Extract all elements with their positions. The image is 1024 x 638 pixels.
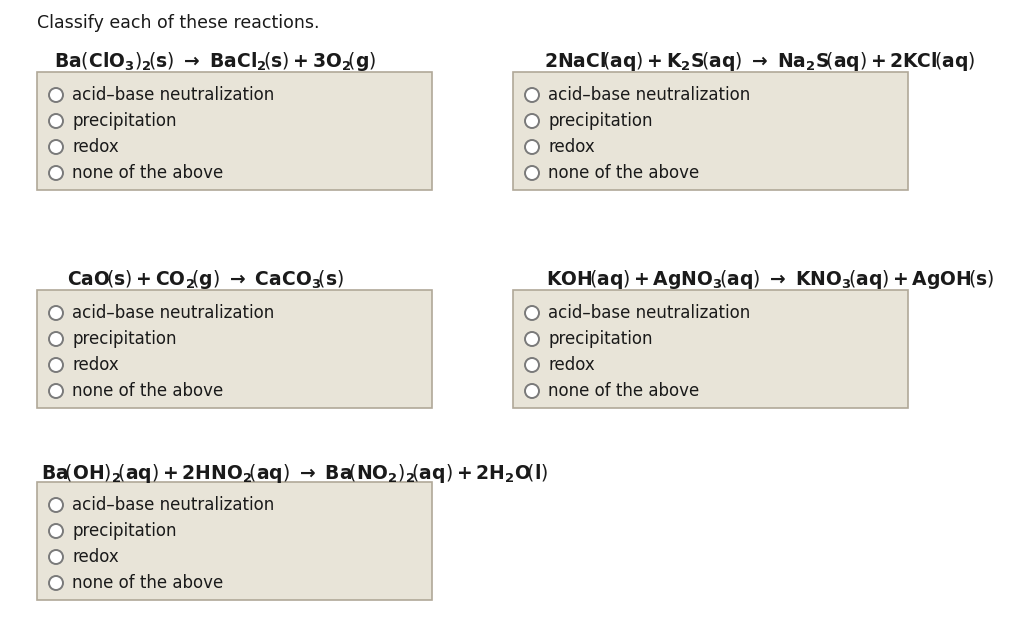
Text: acid–base neutralization: acid–base neutralization (548, 304, 751, 322)
Circle shape (49, 498, 63, 512)
Text: none of the above: none of the above (548, 382, 699, 400)
Circle shape (49, 88, 63, 102)
Circle shape (49, 114, 63, 128)
Circle shape (525, 88, 539, 102)
Text: Classify each of these reactions.: Classify each of these reactions. (37, 14, 319, 32)
Text: precipitation: precipitation (72, 522, 176, 540)
Text: acid–base neutralization: acid–base neutralization (72, 86, 274, 104)
Circle shape (525, 358, 539, 372)
Circle shape (49, 140, 63, 154)
Circle shape (525, 384, 539, 398)
Text: none of the above: none of the above (72, 382, 223, 400)
Text: redox: redox (548, 356, 595, 374)
Text: redox: redox (72, 548, 119, 566)
Text: none of the above: none of the above (548, 164, 699, 182)
Circle shape (525, 332, 539, 346)
Text: $\mathbf{Ba\left(ClO_3\right)_2\!\left(s\right)\ \rightarrow\ BaCl_2\!\left(s\ri: $\mathbf{Ba\left(ClO_3\right)_2\!\left(s… (54, 50, 376, 73)
Text: none of the above: none of the above (72, 574, 223, 592)
FancyBboxPatch shape (37, 72, 432, 190)
FancyBboxPatch shape (513, 290, 908, 408)
Text: redox: redox (72, 356, 119, 374)
Text: precipitation: precipitation (548, 330, 652, 348)
Text: $\mathbf{CaO\!\left(s\right)+CO_2\!\left(g\right)\ \rightarrow\ CaCO_3\!\left(s\: $\mathbf{CaO\!\left(s\right)+CO_2\!\left… (67, 268, 343, 291)
FancyBboxPatch shape (513, 72, 908, 190)
Text: acid–base neutralization: acid–base neutralization (72, 304, 274, 322)
FancyBboxPatch shape (37, 290, 432, 408)
Text: redox: redox (72, 138, 119, 156)
Circle shape (525, 306, 539, 320)
Circle shape (49, 306, 63, 320)
Circle shape (49, 358, 63, 372)
Text: acid–base neutralization: acid–base neutralization (548, 86, 751, 104)
Text: precipitation: precipitation (72, 330, 176, 348)
FancyBboxPatch shape (37, 482, 432, 600)
Circle shape (525, 166, 539, 180)
Text: precipitation: precipitation (72, 112, 176, 130)
Text: $\mathbf{KOH\!\left(aq\right)+AgNO_3\!\left(aq\right)\ \rightarrow\ KNO_3\!\left: $\mathbf{KOH\!\left(aq\right)+AgNO_3\!\l… (546, 268, 994, 291)
Circle shape (49, 384, 63, 398)
Text: $\mathbf{2NaCl\!\left(aq\right)+K_2S\!\left(aq\right)\ \rightarrow\ Na_2S\!\left: $\mathbf{2NaCl\!\left(aq\right)+K_2S\!\l… (545, 50, 976, 73)
Text: redox: redox (548, 138, 595, 156)
Circle shape (49, 550, 63, 564)
Circle shape (49, 166, 63, 180)
Text: none of the above: none of the above (72, 164, 223, 182)
Text: $\mathbf{Ba\!\left(OH\right)_2\!\left(aq\right)+2HNO_2\!\left(aq\right)\ \righta: $\mathbf{Ba\!\left(OH\right)_2\!\left(aq… (41, 462, 549, 485)
Circle shape (49, 524, 63, 538)
Text: acid–base neutralization: acid–base neutralization (72, 496, 274, 514)
Circle shape (525, 140, 539, 154)
Circle shape (525, 114, 539, 128)
Circle shape (49, 332, 63, 346)
Text: precipitation: precipitation (548, 112, 652, 130)
Circle shape (49, 576, 63, 590)
